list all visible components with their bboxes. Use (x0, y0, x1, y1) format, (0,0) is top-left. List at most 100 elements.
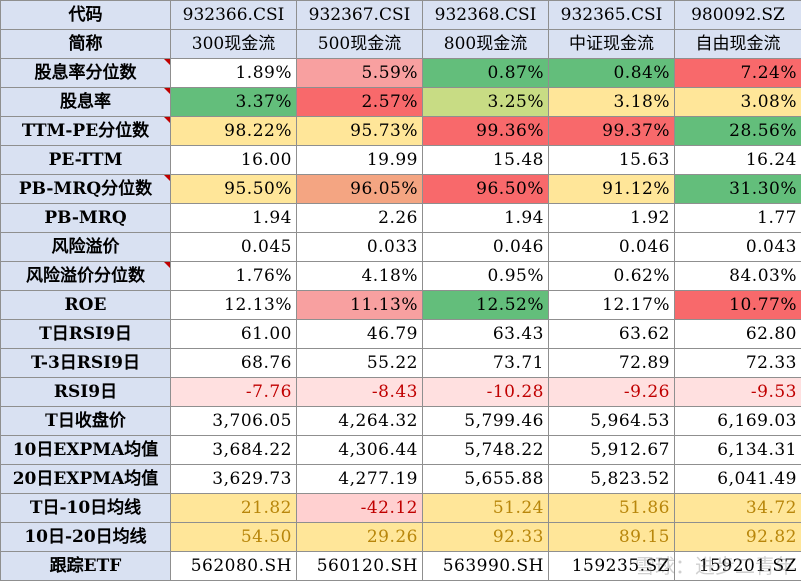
row-label: 10日EXPMA均值 (0, 435, 171, 465)
table-cell: 0.84% (548, 58, 675, 88)
header-row-name: 简称 300现金流 500现金流 800现金流 中证现金流 自由现金流 (0, 29, 801, 59)
table-cell: 0.045 (170, 232, 297, 262)
table-cell: 1.94 (422, 203, 549, 233)
table-cell: 560120.SH (296, 551, 423, 581)
table-cell: 3.37% (170, 87, 297, 117)
column-name: 500现金流 (296, 29, 423, 59)
table-cell: 96.05% (296, 174, 423, 204)
table-cell: 3,706.05 (170, 406, 297, 436)
table-cell: 159201.SZ (674, 551, 801, 581)
table-cell: 6,041.49 (674, 464, 801, 494)
table-cell: -8.43 (296, 377, 423, 407)
table-cell: 0.046 (422, 232, 549, 262)
row-label: RSI9日 (0, 377, 171, 407)
table-row: 10日-20日均线 54.50 29.26 92.33 89.15 92.82 (0, 522, 801, 552)
table-cell: 5,748.22 (422, 435, 549, 465)
table-cell: 563990.SH (422, 551, 549, 581)
table-cell: 29.26 (296, 522, 423, 552)
table-cell: 54.50 (170, 522, 297, 552)
table-cell: -9.53 (674, 377, 801, 407)
table-cell: 10.77% (674, 290, 801, 320)
column-name: 自由现金流 (674, 29, 801, 59)
comment-flag-icon (164, 59, 170, 65)
row-label: PB-MRQ分位数 (0, 174, 171, 204)
table-cell: 0.87% (422, 58, 549, 88)
table-cell: 46.79 (296, 319, 423, 349)
table-row: T日收盘价 3,706.05 4,264.32 5,799.46 5,964.53 6,1… (0, 406, 801, 436)
table-cell: 12.52% (422, 290, 549, 320)
row-label: T-3日RSI9日 (0, 348, 171, 378)
table-cell: 7.24% (674, 58, 801, 88)
table-cell: 21.82 (170, 493, 297, 523)
table-cell: 84.03% (674, 261, 801, 291)
table-cell: 5,799.46 (422, 406, 549, 436)
table-cell: 51.24 (422, 493, 549, 523)
header-code-label: 代码 (0, 0, 171, 30)
table-cell: 89.15 (548, 522, 675, 552)
table-cell: 62.80 (674, 319, 801, 349)
table-cell: 3,629.73 (170, 464, 297, 494)
table-row: 20日EXPMA均值 3,629.73 4,277.19 5,655.88 5,823.… (0, 464, 801, 494)
table-row: 股息率 3.37% 2.57% 3.25% 3.18% 3.08% (0, 87, 801, 117)
table-row: ROE 12.13% 11.13% 12.52% 12.17% 10.77% (0, 290, 801, 320)
table-cell: 72.89 (548, 348, 675, 378)
column-code: 932365.CSI (548, 0, 675, 30)
table-cell: 1.92 (548, 203, 675, 233)
table-cell: 63.62 (548, 319, 675, 349)
row-label: PE-TTM (0, 145, 171, 175)
table-cell: 16.00 (170, 145, 297, 175)
table-cell: 92.33 (422, 522, 549, 552)
table-cell: 6,134.31 (674, 435, 801, 465)
table-cell: 2.26 (296, 203, 423, 233)
table-cell: 16.24 (674, 145, 801, 175)
table-cell: 34.72 (674, 493, 801, 523)
table-cell: 72.33 (674, 348, 801, 378)
column-code: 932367.CSI (296, 0, 423, 30)
table-cell: 1.94 (170, 203, 297, 233)
column-code: 932366.CSI (170, 0, 297, 30)
table-cell: 4,306.44 (296, 435, 423, 465)
table-cell: -10.28 (422, 377, 549, 407)
row-label: 10日-20日均线 (0, 522, 171, 552)
table-cell: 5,964.53 (548, 406, 675, 436)
table-row: 股息率分位数 1.89% 5.59% 0.87% 0.84% 7.24% (0, 58, 801, 88)
table-cell: 68.76 (170, 348, 297, 378)
table-cell: 12.17% (548, 290, 675, 320)
table-row: T日RSI9日 61.00 46.79 63.43 63.62 62.80 (0, 319, 801, 349)
table-row: PB-MRQ 1.94 2.26 1.94 1.92 1.77 (0, 203, 801, 233)
row-label: T日RSI9日 (0, 319, 171, 349)
table-cell: 92.82 (674, 522, 801, 552)
table-row: 跟踪ETF 562080.SH 560120.SH 563990.SH 159235.S… (0, 551, 801, 581)
column-name: 800现金流 (422, 29, 549, 59)
row-label: T日-10日均线 (0, 493, 171, 523)
table-cell: 31.30% (674, 174, 801, 204)
table-cell: 73.71 (422, 348, 549, 378)
table-cell: 99.36% (422, 116, 549, 146)
table-row: 风险溢价分位数 1.76% 4.18% 0.95% 0.62% 84.03% (0, 261, 801, 291)
table-cell: 3.18% (548, 87, 675, 117)
header-name-label: 简称 (0, 29, 171, 59)
comment-flag-icon (164, 88, 170, 94)
table-cell: 1.77 (674, 203, 801, 233)
row-label: TTM-PE分位数 (0, 116, 171, 146)
table-cell: 28.56% (674, 116, 801, 146)
table-row: T-3日RSI9日 68.76 55.22 73.71 72.89 72.33 (0, 348, 801, 378)
table-cell: 0.046 (548, 232, 675, 262)
row-label: 风险溢价 (0, 232, 171, 262)
table-row: PE-TTM 16.00 19.99 15.48 15.63 16.24 (0, 145, 801, 175)
table-cell: 1.76% (170, 261, 297, 291)
table-cell: 11.13% (296, 290, 423, 320)
table-cell: 95.73% (296, 116, 423, 146)
table-cell: 3.25% (422, 87, 549, 117)
row-label: T日收盘价 (0, 406, 171, 436)
table-cell: 96.50% (422, 174, 549, 204)
table-cell: 4.18% (296, 261, 423, 291)
table-cell: 5.59% (296, 58, 423, 88)
table-cell: 562080.SH (170, 551, 297, 581)
row-label: ROE (0, 290, 171, 320)
table-cell: -9.26 (548, 377, 675, 407)
table-cell: -7.76 (170, 377, 297, 407)
table-row: PB-MRQ分位数 95.50% 96.05% 96.50% 91.12% 31.30% (0, 174, 801, 204)
row-label: 风险溢价分位数 (0, 261, 171, 291)
